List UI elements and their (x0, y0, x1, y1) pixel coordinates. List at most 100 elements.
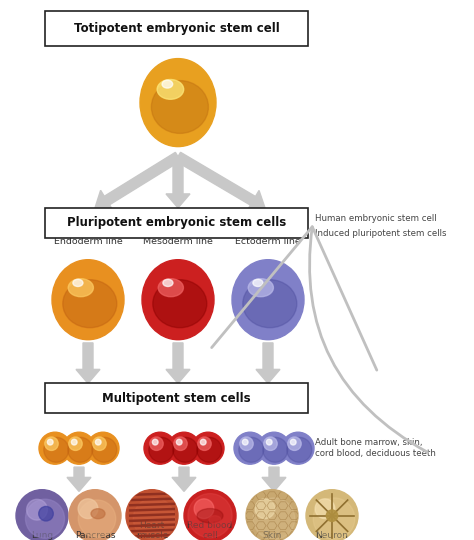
Ellipse shape (162, 80, 173, 88)
Text: Pancreas: Pancreas (75, 531, 115, 540)
Circle shape (246, 490, 298, 540)
Ellipse shape (248, 279, 273, 296)
Bar (45, 208, 308, 238)
Bar (45, 11, 308, 46)
Circle shape (78, 499, 98, 518)
FancyArrow shape (95, 152, 181, 211)
Circle shape (240, 437, 253, 450)
Circle shape (69, 437, 82, 450)
Circle shape (197, 437, 222, 462)
FancyArrow shape (262, 467, 286, 491)
Circle shape (44, 437, 69, 462)
Circle shape (287, 437, 312, 462)
Circle shape (306, 490, 358, 540)
Circle shape (242, 439, 248, 445)
Circle shape (192, 432, 224, 464)
Circle shape (290, 439, 296, 445)
Circle shape (266, 439, 272, 445)
Text: Mesoderm line: Mesoderm line (143, 237, 213, 246)
Text: Multipotent stem cells: Multipotent stem cells (102, 392, 251, 405)
Circle shape (253, 498, 295, 539)
Circle shape (152, 439, 158, 445)
Circle shape (69, 490, 121, 540)
Circle shape (39, 507, 53, 521)
Ellipse shape (52, 260, 124, 340)
Bar (45, 383, 308, 413)
Ellipse shape (68, 279, 93, 296)
Circle shape (264, 437, 277, 450)
FancyArrow shape (67, 467, 91, 491)
Circle shape (315, 499, 335, 518)
Circle shape (133, 498, 175, 539)
Circle shape (326, 510, 337, 522)
Circle shape (239, 437, 264, 462)
Text: Red blood
cell: Red blood cell (187, 521, 233, 540)
Circle shape (63, 432, 95, 464)
Text: Endoderm line: Endoderm line (54, 237, 122, 246)
Circle shape (176, 439, 182, 445)
Ellipse shape (253, 279, 263, 287)
Ellipse shape (209, 516, 221, 524)
FancyArrow shape (166, 157, 190, 208)
Text: Pluripotent embryonic stem cells: Pluripotent embryonic stem cells (67, 216, 286, 229)
Ellipse shape (140, 59, 216, 146)
Ellipse shape (157, 79, 184, 99)
Circle shape (93, 437, 106, 450)
Text: Ectoderm line: Ectoderm line (235, 237, 301, 246)
FancyArrow shape (172, 467, 196, 491)
Circle shape (126, 490, 178, 540)
Circle shape (95, 439, 101, 445)
Ellipse shape (153, 280, 207, 328)
Circle shape (47, 439, 53, 445)
Circle shape (92, 437, 117, 462)
Circle shape (173, 437, 198, 462)
Ellipse shape (243, 280, 297, 328)
Ellipse shape (158, 279, 183, 296)
Text: Heart
muscle: Heart muscle (136, 521, 168, 540)
Ellipse shape (151, 80, 209, 133)
FancyArrow shape (175, 152, 265, 211)
Circle shape (201, 439, 206, 445)
Circle shape (258, 432, 290, 464)
Circle shape (198, 437, 211, 450)
Ellipse shape (142, 260, 214, 340)
Circle shape (144, 432, 176, 464)
FancyArrow shape (256, 343, 280, 383)
Circle shape (78, 500, 116, 537)
Circle shape (150, 437, 163, 450)
Ellipse shape (63, 280, 117, 328)
Circle shape (168, 432, 200, 464)
Circle shape (288, 437, 301, 450)
Text: Induced pluripotent stem cells: Induced pluripotent stem cells (315, 229, 447, 238)
Ellipse shape (197, 509, 223, 523)
Circle shape (45, 437, 58, 450)
Circle shape (313, 498, 355, 539)
Circle shape (87, 432, 119, 464)
Circle shape (16, 490, 68, 540)
Text: Neuron: Neuron (316, 531, 348, 540)
Ellipse shape (232, 260, 304, 340)
Text: Adult bone marrow, skin,
cord blood, deciduous teeth: Adult bone marrow, skin, cord blood, dec… (315, 438, 436, 458)
Circle shape (184, 490, 236, 540)
FancyArrow shape (76, 343, 100, 383)
Circle shape (149, 437, 174, 462)
Circle shape (174, 437, 187, 450)
Text: Human embryonic stem cell: Human embryonic stem cell (315, 214, 437, 223)
Circle shape (234, 432, 266, 464)
Circle shape (194, 499, 214, 518)
Circle shape (39, 432, 71, 464)
Circle shape (68, 437, 93, 462)
Circle shape (71, 439, 77, 445)
Circle shape (188, 494, 232, 538)
Text: Lung: Lung (31, 531, 53, 540)
FancyArrow shape (166, 343, 190, 383)
Circle shape (255, 499, 275, 518)
Ellipse shape (163, 279, 173, 287)
Circle shape (27, 500, 47, 520)
Ellipse shape (91, 509, 105, 519)
Circle shape (26, 499, 64, 538)
FancyArrowPatch shape (212, 227, 428, 453)
Circle shape (263, 437, 288, 462)
Circle shape (282, 432, 314, 464)
Text: Skin: Skin (262, 531, 282, 540)
